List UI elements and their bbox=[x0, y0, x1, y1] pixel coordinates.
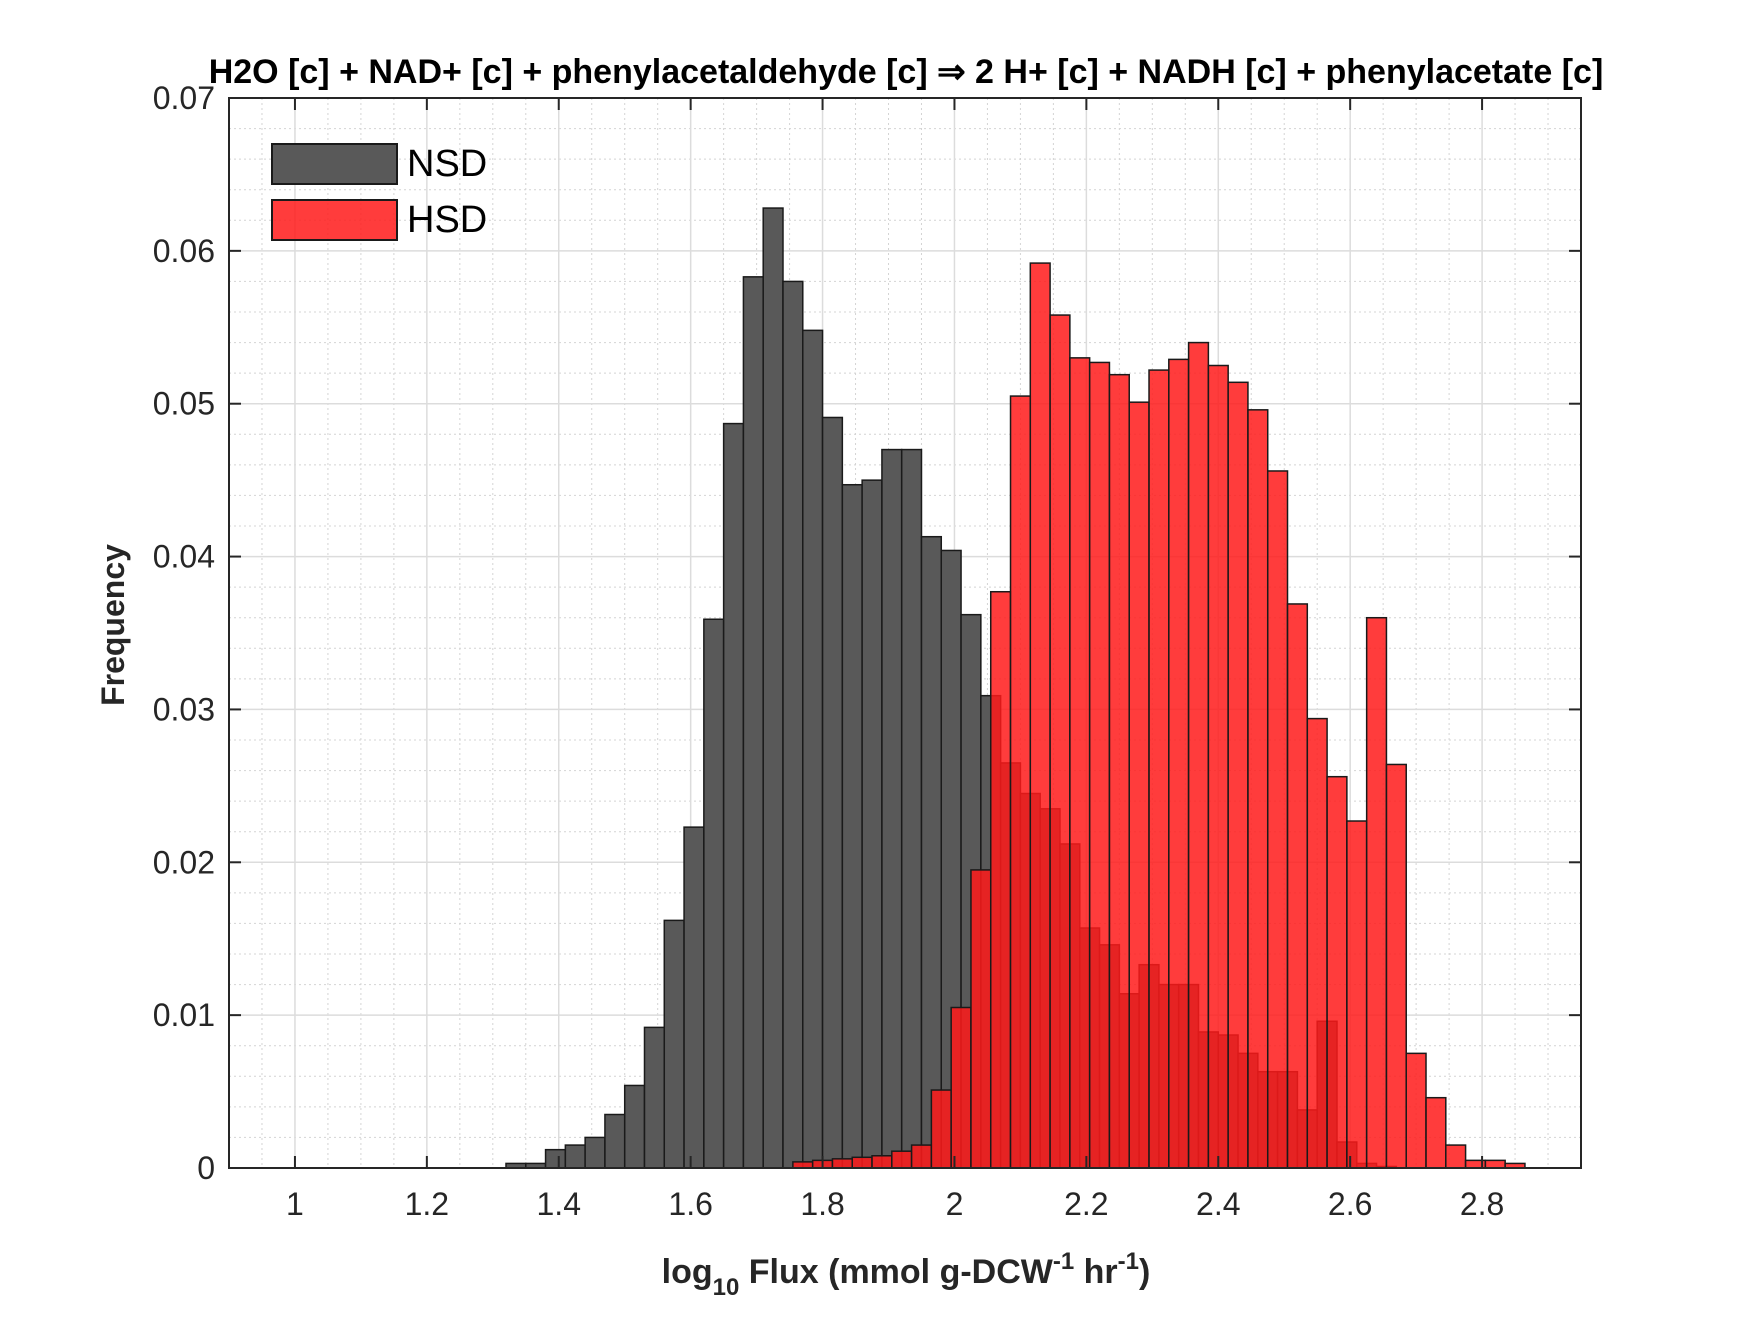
x-axis-label-mid: Flux (mmol g-DCW bbox=[739, 1253, 1053, 1291]
bar-nsd bbox=[663, 919, 685, 1169]
bar-hsd bbox=[891, 1150, 913, 1169]
bar-hsd bbox=[1088, 361, 1111, 1169]
y-tick-label: 0.03 bbox=[153, 691, 215, 727]
bar-nsd bbox=[564, 1144, 586, 1169]
x-tick-label: 1.6 bbox=[668, 1186, 712, 1222]
y-tick-label: 0.05 bbox=[153, 386, 215, 422]
bar-hsd bbox=[989, 590, 1012, 1169]
bar-nsd bbox=[683, 826, 705, 1169]
bar-nsd bbox=[544, 1148, 567, 1169]
bar-hsd bbox=[1385, 763, 1407, 1169]
bar-hsd bbox=[1306, 717, 1328, 1169]
legend: NSD HSD bbox=[271, 143, 487, 241]
bar-hsd bbox=[1168, 358, 1190, 1169]
tick-labels-layer: 1 1.2 1.4 1.6 1.8 2 2.2 2.4 2.6 2.8 0 0.01 0.02 0.03 0… bbox=[153, 80, 1505, 1222]
bar-hsd bbox=[1266, 470, 1289, 1169]
bar-nsd bbox=[722, 422, 745, 1169]
bar-hsd bbox=[851, 1156, 873, 1169]
y-tick-label: 0.02 bbox=[153, 844, 215, 880]
bar-nsd bbox=[861, 479, 883, 1169]
bar-hsd bbox=[1207, 364, 1229, 1169]
plot-frame bbox=[228, 97, 1582, 1169]
bar-hsd bbox=[1227, 381, 1249, 1169]
bar-nsd bbox=[623, 1084, 646, 1169]
bar-hsd bbox=[1247, 409, 1269, 1169]
bar-nsd bbox=[881, 448, 903, 1169]
legend-swatch-nsd bbox=[271, 143, 398, 185]
bar-nsd bbox=[841, 483, 863, 1169]
x-axis-label-prefix: log bbox=[662, 1253, 713, 1291]
y-tick-label: 0.06 bbox=[153, 233, 215, 269]
bar-nsd bbox=[604, 1113, 626, 1169]
x-tick-label: 1.4 bbox=[537, 1186, 581, 1222]
legend-swatch-hsd bbox=[271, 199, 398, 241]
bar-nsd bbox=[821, 416, 844, 1169]
bar-hsd bbox=[1484, 1159, 1506, 1169]
x-tick-label: 1 bbox=[286, 1186, 304, 1222]
bar-hsd bbox=[1108, 373, 1130, 1169]
y-tick-label: 0.01 bbox=[153, 997, 215, 1033]
bar-hsd bbox=[831, 1158, 853, 1169]
bar-hsd bbox=[1286, 603, 1309, 1169]
axes-layer bbox=[228, 97, 1582, 1169]
x-axis-label-sup2: -1 bbox=[1118, 1248, 1139, 1275]
x-tick-label: 2.6 bbox=[1328, 1186, 1372, 1222]
x-axis-label-suffix: ) bbox=[1139, 1253, 1150, 1291]
y-axis-label: Frequency bbox=[95, 544, 131, 706]
chart-title: H2O [c] + NAD+ [c] + phenylacetaldehyde … bbox=[209, 53, 1604, 91]
x-tick-label: 2.4 bbox=[1196, 1186, 1240, 1222]
x-tick-label: 1.8 bbox=[800, 1186, 844, 1222]
x-axis-label-subscript: 10 bbox=[713, 1274, 740, 1301]
bar-nsd bbox=[742, 276, 764, 1169]
bar-hsd bbox=[950, 1006, 972, 1169]
bar-nsd bbox=[584, 1136, 606, 1169]
bar-hsd bbox=[1187, 341, 1210, 1169]
bar-hsd bbox=[1445, 1144, 1467, 1169]
bar-hsd bbox=[871, 1155, 893, 1169]
x-axis-label-mid2: hr bbox=[1074, 1253, 1117, 1291]
bar-hsd bbox=[970, 869, 992, 1169]
bar-hsd bbox=[930, 1089, 952, 1169]
bar-nsd bbox=[703, 618, 725, 1169]
x-axis-label-sup1: -1 bbox=[1053, 1248, 1074, 1275]
x-tick-label: 2.8 bbox=[1460, 1186, 1504, 1222]
y-tick-label: 0.07 bbox=[153, 80, 215, 116]
bar-nsd bbox=[762, 207, 784, 1169]
x-tick-label: 1.2 bbox=[405, 1186, 449, 1222]
bar-hsd bbox=[1148, 369, 1170, 1169]
bar-hsd bbox=[1326, 775, 1348, 1169]
bar-nsd bbox=[802, 329, 824, 1169]
bar-hsd bbox=[1069, 357, 1091, 1169]
bar-nsd bbox=[782, 280, 804, 1169]
bar-hsd bbox=[1128, 401, 1150, 1169]
bar-hsd bbox=[1009, 395, 1032, 1169]
bar-nsd bbox=[643, 1026, 666, 1169]
bar-nsd bbox=[900, 448, 923, 1169]
bar-hsd bbox=[1365, 616, 1388, 1169]
y-tick-label: 0.04 bbox=[153, 539, 215, 575]
bar-hsd bbox=[910, 1144, 933, 1169]
bar-hsd bbox=[1346, 820, 1368, 1169]
bar-nsd bbox=[920, 535, 943, 1169]
legend-label-hsd: HSD bbox=[407, 199, 487, 241]
legend-label-nsd: NSD bbox=[407, 143, 487, 185]
bar-hsd bbox=[1405, 1052, 1427, 1169]
bar-hsd bbox=[1425, 1096, 1447, 1169]
x-tick-label: 2 bbox=[946, 1186, 964, 1222]
x-tick-label: 2.2 bbox=[1064, 1186, 1108, 1222]
y-tick-label: 0 bbox=[197, 1150, 215, 1186]
bar-hsd bbox=[1049, 314, 1071, 1169]
bar-hsd bbox=[1029, 262, 1051, 1169]
x-axis-label: log10 Flux (mmol g-DCW-1 hr-1) bbox=[662, 1248, 1151, 1301]
